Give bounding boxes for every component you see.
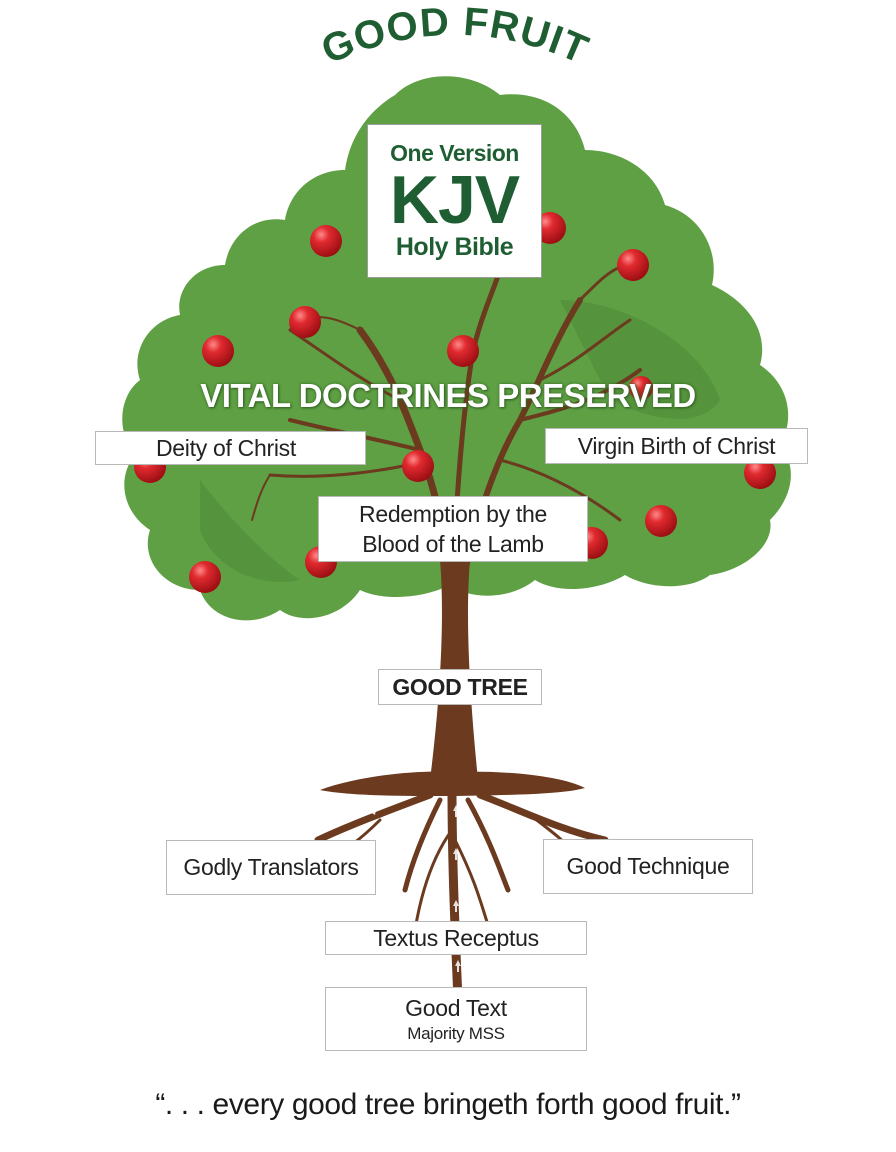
doctrines-banner: VITAL DOCTRINES PRESERVED: [200, 377, 696, 414]
fruit: [289, 306, 321, 338]
doctrine-redemption-line2: Blood of the Lamb: [362, 531, 544, 557]
doctrine-redemption-box: Redemption by the Blood of the Lamb: [318, 496, 588, 562]
kjv-line2: KJV: [389, 162, 520, 238]
fruit: [402, 450, 434, 482]
fruit: [617, 249, 649, 281]
fruits: [134, 212, 776, 593]
doctrine-virgin-birth-label: Virgin Birth of Christ: [577, 432, 776, 459]
kjv-line1: One Version: [390, 140, 519, 166]
good-tree-label: GOOD TREE: [392, 673, 528, 700]
root-crown: [320, 771, 585, 796]
doctrine-deity-label: Deity of Christ: [156, 434, 296, 461]
fruit: [447, 335, 479, 367]
root-textus-label: Textus Receptus: [373, 924, 539, 951]
kjv-line3: Holy Bible: [395, 233, 514, 261]
title: GOOD FRUIT: [315, 0, 595, 73]
good-tree-box: GOOD TREE: [378, 669, 542, 705]
foliage-shading: [200, 300, 720, 582]
fruit: [629, 376, 653, 400]
fruit: [202, 335, 234, 367]
root-translators-box: Godly Translators: [166, 840, 376, 895]
roots: [314, 785, 609, 1005]
root-translators-label: Godly Translators: [183, 854, 359, 880]
fruit: [744, 457, 776, 489]
kjv-box: One Version KJV Holy Bible: [367, 124, 542, 278]
fruit: [310, 225, 342, 257]
fruit: [534, 212, 566, 244]
doctrine-redemption-line1: Redemption by the: [359, 501, 547, 527]
fruit: [189, 561, 221, 593]
scripture-quote: “. . . every good tree bringeth forth go…: [155, 1088, 741, 1121]
doctrine-virgin-birth-box: Virgin Birth of Christ: [545, 428, 808, 464]
root-good-text-box: Good Text Majority MSS: [325, 987, 587, 1051]
root-technique-label: Good Technique: [566, 853, 730, 879]
root-textus-box: Textus Receptus: [325, 921, 587, 955]
root-technique-box: Good Technique: [543, 839, 753, 894]
fruit: [645, 505, 677, 537]
root-good-text-label: Good Text: [405, 994, 507, 1021]
doctrine-deity-box: Deity of Christ: [95, 431, 366, 465]
root-good-text-sub: Majority MSS: [407, 1023, 505, 1043]
root-arrows: [370, 805, 540, 972]
